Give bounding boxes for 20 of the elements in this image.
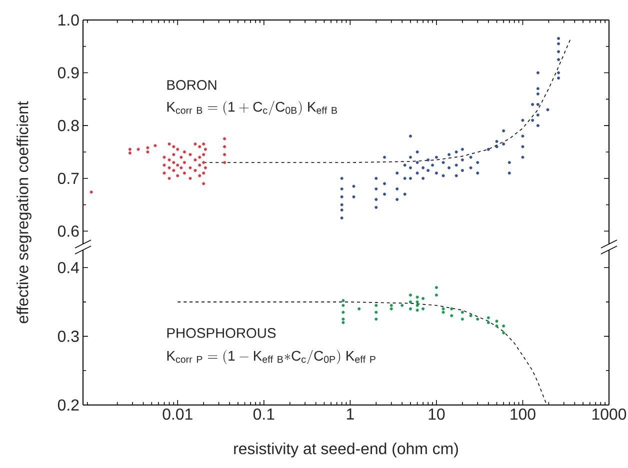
y-axis-title: effective segregation coefficient	[16, 101, 32, 324]
y-tick-label: 0.8	[58, 120, 79, 132]
x-tick-label: 10	[428, 408, 445, 420]
x-tick-label: 0.1	[253, 408, 274, 420]
x-tick-label: 100	[510, 408, 536, 420]
x-axis-title: resistivity at seed-end (ohm cm)	[234, 442, 458, 458]
y-tick-label: 0.2	[58, 399, 79, 411]
annotation: $\mathrm{K}_{\mathrm{corr\ B}} = (\mathrm{1}+ \mathrm{C}_{\mathrm{c}}/\mathrm{C}_{\mathrm{0B}})\ \mathrm{K}_{\mathrm{eff\ B}}$	[167, 100, 337, 116]
annotation: BORON	[167, 80, 216, 90]
y-tick-label: 0.9	[58, 67, 79, 78]
y-tick-label: 0.6	[58, 226, 79, 237]
y-tick-label: 0.3	[58, 330, 79, 342]
annotation: $\mathrm{K}_{\mathrm{corr\ P}} = (\mathrm{1} - \mathrm{K}_{\mathrm{eff\ B}}{*}\mathrm{C}_{\mathrm{c}}/\mathrm{C}_{\mathrm{0P}})\ \mathrm{K}_{\mathrm{eff\ P}}$	[167, 350, 376, 364]
x-tick-label: 0.01	[162, 408, 192, 420]
y-tick-label: 1.0	[58, 14, 79, 26]
annotation: PHOSPHOROUS	[167, 328, 276, 338]
x-tick-label: 1000	[592, 408, 626, 420]
y-tick-label: 0.7	[58, 172, 79, 184]
y-tick-label: 0.4	[58, 262, 80, 274]
x-tick-label: 1	[346, 408, 354, 420]
